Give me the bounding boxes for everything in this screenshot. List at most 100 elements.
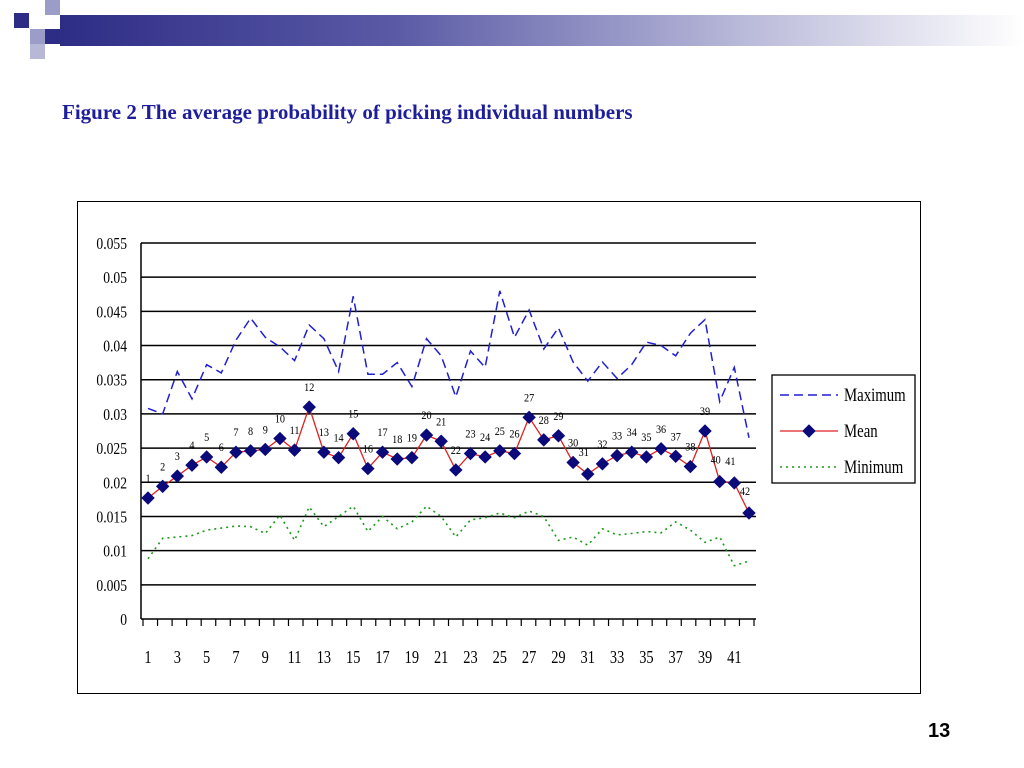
y-tick-label: 0.055 xyxy=(96,235,127,254)
point-label: 15 xyxy=(348,408,359,421)
mean-point-marker xyxy=(654,442,668,456)
decor-square xyxy=(45,0,60,15)
mean-point-marker xyxy=(199,450,214,464)
mean-point-marker xyxy=(610,448,624,463)
mean-point-marker xyxy=(141,491,155,505)
point-label: 42 xyxy=(740,485,750,498)
point-label: 40 xyxy=(711,454,722,467)
point-label: 29 xyxy=(553,410,564,423)
chart-frame: 0 0.005 0.01 0.015 0.02 0.025 0.03 0.035 0.04 0.0… xyxy=(77,201,921,694)
point-label: 36 xyxy=(656,423,667,436)
mean-point-marker xyxy=(419,428,434,442)
legend-box xyxy=(771,374,916,484)
x-tick-label: 5 xyxy=(203,646,210,667)
slide-title: Figure 2 The average probability of pick… xyxy=(62,100,633,124)
point-label: 17 xyxy=(377,426,388,439)
x-tick-label: 15 xyxy=(346,646,360,667)
y-tick-label: 0.04 xyxy=(103,337,127,356)
mean-point-marker xyxy=(683,459,698,474)
mean-point-marker xyxy=(639,450,654,464)
y-tick-label: 0.05 xyxy=(103,269,127,288)
decor-square xyxy=(45,29,60,44)
x-tick-label: 13 xyxy=(317,646,331,667)
mean-point-marker xyxy=(551,429,566,443)
mean-point-marker xyxy=(537,433,551,447)
mean-point-marker xyxy=(742,506,756,520)
mean-point-marker xyxy=(155,479,170,494)
mean-point-marker xyxy=(449,463,463,477)
x-tick-label: 7 xyxy=(232,646,239,667)
x-tick-label: 27 xyxy=(522,646,536,667)
mean-point-marker xyxy=(478,450,492,464)
point-label: 14 xyxy=(333,432,344,445)
point-label: 12 xyxy=(304,381,314,394)
mean-point-marker xyxy=(595,457,610,471)
point-label: 41 xyxy=(725,455,735,468)
x-tick-label: 21 xyxy=(434,646,448,667)
point-label: 30 xyxy=(568,437,579,450)
point-label: 34 xyxy=(627,426,638,439)
mean-point-marker xyxy=(522,410,536,425)
point-label: 23 xyxy=(465,428,476,441)
x-tick-label: 31 xyxy=(581,646,595,667)
x-tick-label: 41 xyxy=(727,646,741,667)
point-label: 37 xyxy=(671,431,682,444)
mean-point-marker xyxy=(331,450,346,465)
point-label: 19 xyxy=(407,432,418,445)
mean-point-marker xyxy=(273,431,287,446)
y-tick-label: 0.01 xyxy=(103,542,127,561)
decor-gradient-bar xyxy=(60,15,1024,46)
point-label: 1 xyxy=(145,472,150,485)
mean-point-marker xyxy=(712,474,727,489)
x-tick-label: 29 xyxy=(551,646,565,667)
point-label: 20 xyxy=(421,409,432,422)
point-label: 18 xyxy=(392,433,403,446)
point-label: 16 xyxy=(363,443,374,456)
mean-point-marker xyxy=(507,446,522,461)
point-label: 39 xyxy=(700,405,711,418)
mean-point-marker xyxy=(375,445,390,459)
mean-point-marker xyxy=(727,476,742,490)
x-tick-label: 9 xyxy=(262,646,269,667)
y-tick-label: 0.02 xyxy=(103,474,127,493)
mean-point-marker xyxy=(390,452,404,466)
point-label: 31 xyxy=(579,446,589,459)
x-tick-label: 35 xyxy=(639,646,653,667)
decor-square xyxy=(30,29,45,44)
y-tick-label: 0.035 xyxy=(96,371,127,390)
decor-square xyxy=(30,44,45,59)
y-tick-label: 0 xyxy=(120,611,127,630)
point-label: 3 xyxy=(175,450,180,463)
point-label: 24 xyxy=(480,431,491,444)
mean-point-marker xyxy=(317,445,331,459)
point-label: 26 xyxy=(509,428,520,441)
x-tick-label: 39 xyxy=(698,646,712,667)
x-tick-label: 3 xyxy=(174,646,181,667)
legend-label: Mean xyxy=(844,420,878,441)
mean-point-marker xyxy=(405,450,419,465)
x-tick-label: 37 xyxy=(669,646,683,667)
point-label: 33 xyxy=(612,430,623,443)
decorative-banner xyxy=(0,0,1024,70)
mean-point-marker xyxy=(185,458,199,472)
point-label: 25 xyxy=(495,425,506,438)
mean-point-marker xyxy=(258,442,272,457)
x-tick-label: 23 xyxy=(463,646,477,667)
point-label: 9 xyxy=(263,424,268,437)
point-label: 27 xyxy=(524,392,535,405)
x-tick-label: 19 xyxy=(405,646,419,667)
point-label: 8 xyxy=(248,425,253,438)
mean-point-marker xyxy=(229,445,243,459)
point-label: 6 xyxy=(219,442,224,455)
line-chart: 0 0.005 0.01 0.015 0.02 0.025 0.03 0.035 0.04 0.0… xyxy=(96,235,916,667)
point-label: 7 xyxy=(233,426,238,439)
point-label: 28 xyxy=(539,414,550,427)
minimum-line xyxy=(147,505,750,567)
mean-point-marker xyxy=(243,444,258,458)
point-label: 13 xyxy=(319,426,330,439)
mean-point-marker xyxy=(463,446,478,461)
point-label: 32 xyxy=(597,438,607,451)
mean-point-marker xyxy=(361,461,375,476)
x-tick-label: 1 xyxy=(144,646,151,667)
x-tick-label: 25 xyxy=(493,646,507,667)
